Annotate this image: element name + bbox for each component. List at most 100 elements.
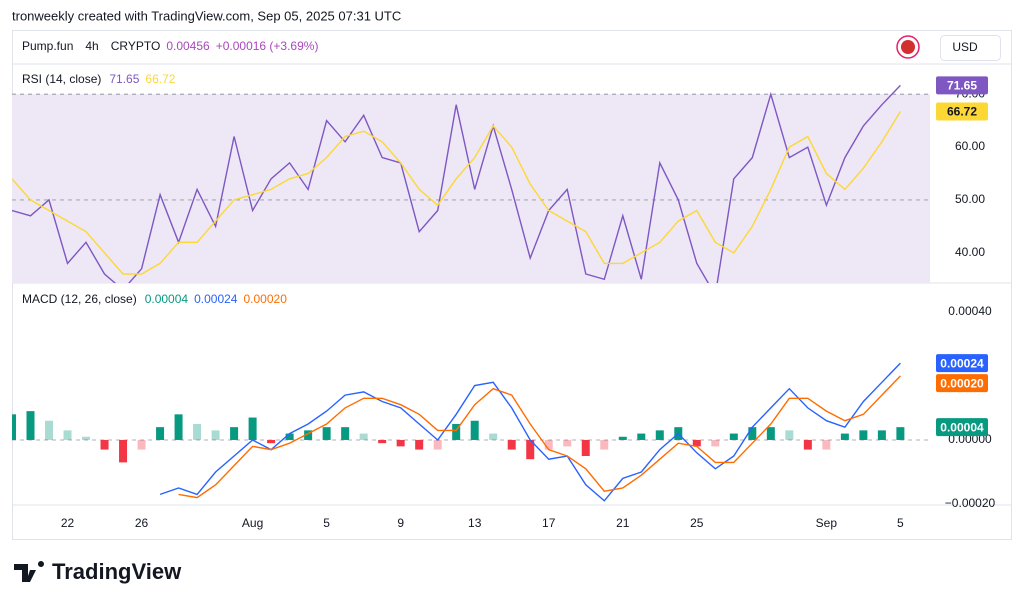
histogram-bar <box>507 439 516 450</box>
histogram-bar <box>748 427 757 440</box>
histogram-bar <box>470 420 479 440</box>
histogram-bar <box>156 427 165 440</box>
y-tick-label: 0.00040 <box>948 304 992 318</box>
currency-button[interactable] <box>940 35 1001 61</box>
histogram-bar <box>637 433 646 440</box>
histogram-bar <box>230 427 239 440</box>
last-value-label: 0.00024 <box>940 356 984 370</box>
histogram-bar <box>45 420 54 440</box>
histogram-bar <box>211 430 220 440</box>
histogram-bar <box>433 439 442 450</box>
histogram-bar <box>544 439 553 450</box>
x-tick-label: 26 <box>135 516 149 530</box>
histogram-bar <box>137 439 146 450</box>
x-tick-label: 22 <box>61 516 75 530</box>
last-value-box <box>936 76 988 95</box>
histogram-bar <box>581 439 590 456</box>
y-tick-label: 50.00 <box>955 192 985 206</box>
histogram-bar <box>822 439 831 450</box>
histogram-bar <box>766 427 775 440</box>
x-tick-label: Sep <box>816 516 838 530</box>
logo-text: TradingView <box>52 559 182 584</box>
histogram-bar <box>174 414 183 440</box>
histogram-bar <box>193 423 202 440</box>
x-tick-label: 9 <box>397 516 404 530</box>
indicator-title: RSI (14, close) <box>22 72 101 86</box>
histogram-bar <box>26 411 35 440</box>
histogram-bar <box>12 414 16 440</box>
histogram-bar <box>415 439 424 450</box>
series-line <box>159 362 901 502</box>
legend-value: 66.72 <box>145 72 175 86</box>
x-tick-label: Aug <box>242 516 263 530</box>
y-tick-label: −0.00020 <box>945 496 996 510</box>
x-tick-label: 5 <box>897 516 904 530</box>
flag-icon-inner <box>901 40 915 54</box>
x-tick-label: 5 <box>323 516 330 530</box>
histogram-bar <box>378 439 387 444</box>
last-value-label: 0.00020 <box>940 376 984 390</box>
x-tick-label: 25 <box>690 516 704 530</box>
histogram-bar <box>526 439 535 460</box>
histogram-bar <box>563 439 572 447</box>
histogram-bar <box>359 433 368 440</box>
x-tick-label: 13 <box>468 516 482 530</box>
change: +0.00016 (+3.69%) <box>216 39 319 53</box>
histogram-bar <box>82 436 91 440</box>
logo-icon <box>14 561 44 582</box>
histogram-bar <box>600 439 609 450</box>
chart-frame <box>12 30 1012 540</box>
histogram-bar <box>396 439 405 447</box>
legend-value: 71.65 <box>109 72 139 86</box>
interval: 4h <box>85 39 98 53</box>
indicator-title: MACD (12, 26, close) <box>22 292 137 306</box>
series-line <box>12 84 901 283</box>
last-value-label: 66.72 <box>947 105 977 119</box>
last-value-box <box>936 102 988 121</box>
y-tick-label: 40.00 <box>955 245 985 259</box>
series-line <box>12 111 901 275</box>
last-value-box <box>936 418 988 437</box>
histogram-bar <box>692 439 701 447</box>
histogram-bar <box>322 427 331 440</box>
histogram-bar <box>304 430 313 440</box>
histogram-bar <box>877 430 886 440</box>
exchange: CRYPTO <box>111 39 161 53</box>
last-value-label: 71.65 <box>947 79 977 93</box>
histogram-bar <box>267 439 276 444</box>
histogram-bar <box>729 433 738 440</box>
x-tick-label: 21 <box>616 516 630 530</box>
y-tick-label: 60.00 <box>955 139 985 153</box>
rsi-band <box>12 94 930 283</box>
series-line <box>178 375 901 499</box>
symbol: Pump.fun <box>22 39 73 53</box>
histogram-bar <box>341 427 350 440</box>
last-value-box <box>936 354 988 373</box>
histogram-bar <box>248 417 257 440</box>
header: tronweekly created with TradingView.com,… <box>12 8 401 23</box>
histogram-bar <box>896 427 905 440</box>
histogram-bar <box>785 430 794 440</box>
histogram-bar <box>618 436 627 440</box>
last-value-label: 0.00004 <box>940 420 984 434</box>
histogram-bar <box>803 439 812 450</box>
histogram-bar <box>452 423 461 440</box>
histogram-bar <box>100 439 109 450</box>
pane <box>12 84 930 283</box>
histogram-bar <box>859 430 868 440</box>
legend-value: 0.00024 <box>194 292 238 306</box>
legend-value: 0.00004 <box>145 292 189 306</box>
last-value-box <box>936 374 988 393</box>
histogram-bar <box>63 430 72 440</box>
histogram-bar <box>655 430 664 440</box>
x-tick-label: 17 <box>542 516 556 530</box>
histogram-bar <box>711 439 720 447</box>
histogram-bar <box>119 439 128 463</box>
histogram-bar <box>285 433 294 440</box>
histogram-bar <box>489 433 498 440</box>
price: 0.00456 <box>166 39 210 53</box>
currency-label: USD <box>952 40 978 54</box>
pane <box>12 362 930 502</box>
legend-value: 0.00020 <box>243 292 287 306</box>
